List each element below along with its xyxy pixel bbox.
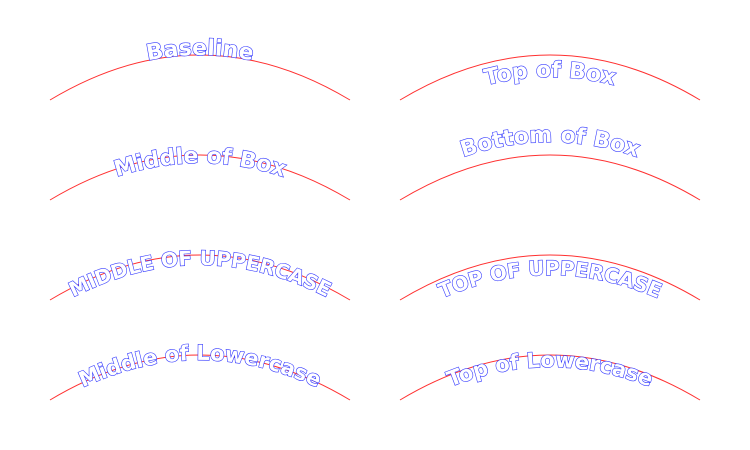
label-top-of-lowercase: Top of Lowercase — [444, 348, 657, 392]
label-bottom-of-box: Bottom of Box — [457, 123, 642, 163]
label-top-of-box: Top of Box — [482, 58, 618, 91]
guide-arc — [399, 154, 701, 201]
label-middle-of-box: Middle of Box — [111, 144, 289, 183]
label-top-of-uppercase: TOP OF UPPERCASE — [435, 256, 666, 303]
label-middle-of-lowercase: Middle of Lowercase — [75, 341, 325, 392]
label-baseline: Baseline — [144, 36, 255, 66]
guide-arc — [49, 54, 351, 101]
label-middle-of-uppercase: MIDDLE OF UPPERCASE — [65, 246, 335, 302]
